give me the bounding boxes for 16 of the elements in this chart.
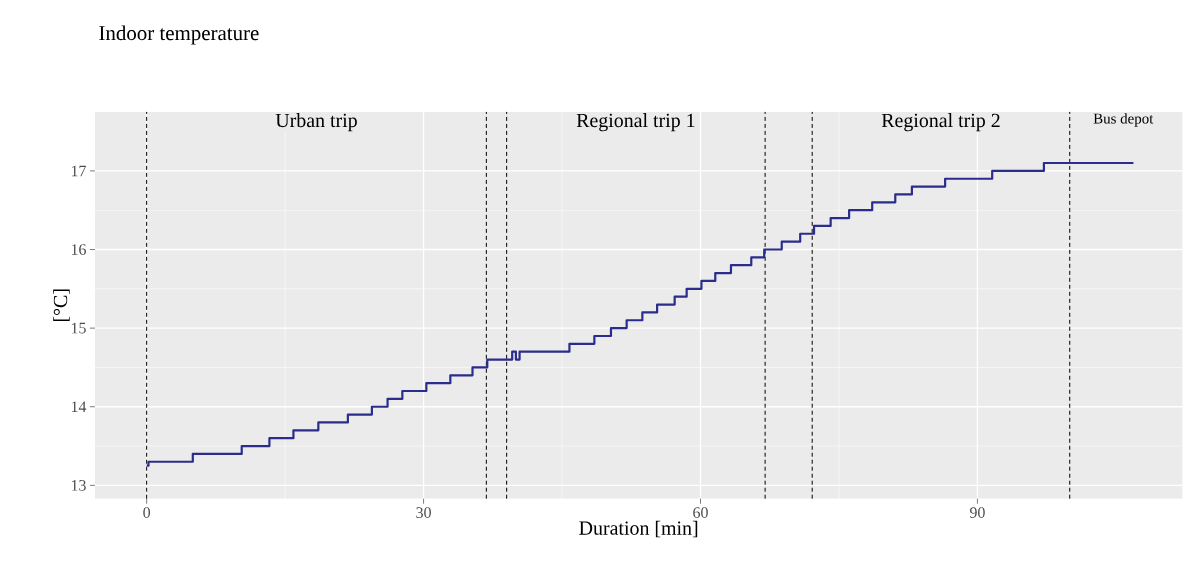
y-axis-title: [°C]	[53, 289, 70, 322]
y-tick-label: 14	[71, 401, 87, 413]
y-tick-label: 15	[71, 322, 86, 334]
annotation: Urban trip	[275, 113, 357, 132]
y-tick-label: 16	[71, 244, 86, 256]
x-axis-title: Duration [min]	[579, 520, 698, 538]
y-tick-label: 17	[71, 165, 86, 177]
chart-title: Indoor temperature	[99, 25, 259, 45]
annotation: Bus depot	[1093, 113, 1154, 127]
y-tick-label: 13	[71, 480, 86, 491]
x-tick-label: 0	[143, 507, 151, 519]
x-tick-label: 30	[416, 507, 431, 519]
x-tick-label: 60	[693, 507, 708, 519]
annotation: Regional trip 1	[576, 113, 695, 132]
annotation: Regional trip 2	[881, 113, 1000, 132]
x-tick-label: 90	[969, 507, 985, 519]
